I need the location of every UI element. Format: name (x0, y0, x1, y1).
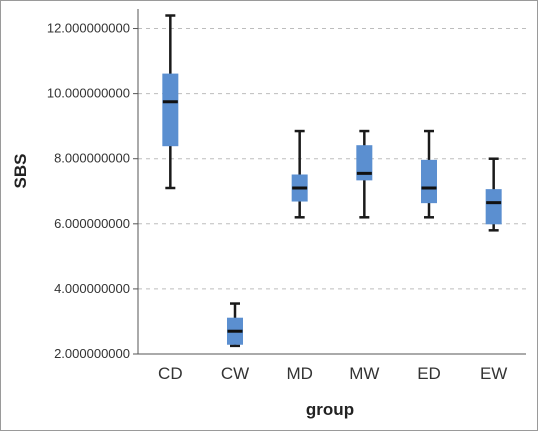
x-tick-label: ED (417, 364, 441, 383)
y-tick-label: 4.000000000 (54, 281, 130, 296)
y-tick-label: 6.000000000 (54, 216, 130, 231)
x-tick-label: CD (158, 364, 183, 383)
y-axis-label: SBS (11, 154, 30, 189)
box-iqr (356, 145, 373, 181)
y-tick-label: 8.000000000 (54, 151, 130, 166)
x-tick-label: CW (221, 364, 249, 383)
box-iqr (162, 73, 179, 147)
axes (133, 9, 526, 355)
x-tick-label: EW (480, 364, 507, 383)
box-ew (485, 157, 502, 232)
boxes (162, 14, 502, 348)
box-md (291, 129, 308, 219)
x-tick-label: MD (286, 364, 312, 383)
y-tick-label: 10.000000000 (47, 86, 130, 101)
grid-lines (138, 28, 526, 290)
box-cd (162, 14, 179, 190)
y-tick-labels: 2.000000000 4.000000000 6.000000000 8.00000… (47, 21, 130, 361)
box-iqr (485, 189, 502, 225)
box-cw (227, 302, 243, 348)
x-tick-labels: CD CW MD MW ED EW (158, 364, 507, 383)
x-axis-label: group (306, 400, 354, 419)
x-tick-label: MW (349, 364, 379, 383)
box-iqr (421, 159, 437, 204)
box-ed (421, 129, 437, 219)
y-tick-label: 2.000000000 (54, 346, 130, 361)
box-mw (356, 129, 373, 219)
y-tick-label: 12.000000000 (47, 21, 130, 36)
